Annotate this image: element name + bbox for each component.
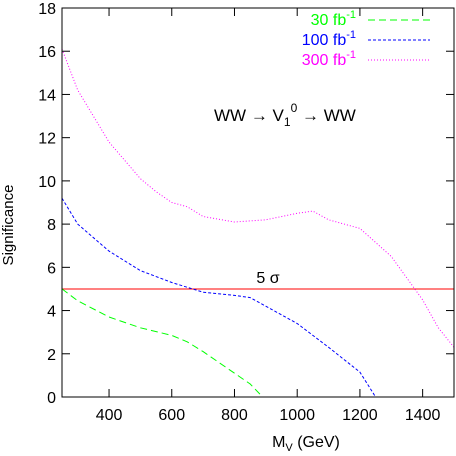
x-axis-label-unit: (GeV): [293, 434, 340, 451]
annotation-post: → WW: [297, 106, 356, 125]
annotation-pre: WW → V: [214, 106, 285, 125]
y-tick-label-7: 14: [38, 87, 56, 104]
y-tick-label-9: 18: [38, 1, 56, 18]
annotation-sup: 0: [291, 101, 298, 115]
y-tick-label-6: 12: [38, 131, 56, 148]
plot-frame: [61, 7, 455, 398]
y-tick-label-2: 4: [47, 304, 56, 321]
x-tick-label-5: 1400: [405, 407, 441, 424]
legend-label-2: 300 fb-1: [302, 49, 356, 69]
y-tick-label-4: 8: [47, 217, 56, 234]
x-tick-label-1: 600: [158, 407, 185, 424]
y-tick-label-0: 0: [47, 390, 56, 407]
x-axis-label-sub: V: [285, 442, 293, 454]
legend-label-1: 100 fb-1: [302, 29, 356, 49]
tick-marks: [62, 7, 454, 398]
series-line-0: [61, 288, 264, 398]
process-annotation: WW → V10 → WW: [214, 101, 356, 129]
x-tick-label-2: 800: [221, 407, 248, 424]
x-axis-label: MV (GeV): [272, 434, 340, 454]
y-tick-label-1: 2: [47, 347, 56, 364]
y-tick-label-3: 6: [47, 260, 56, 277]
x-tick-label-3: 1000: [279, 407, 315, 424]
series-group: [61, 48, 455, 398]
series-line-1: [61, 197, 377, 398]
x-axis-label-main: M: [272, 434, 285, 451]
reference-line-label: 5 σ: [256, 270, 279, 287]
series-line-2: [61, 48, 455, 348]
y-tick-label-5: 10: [38, 174, 56, 191]
x-tick-label-0: 400: [96, 407, 123, 424]
x-tick-label-4: 1200: [342, 407, 378, 424]
legend-label-0: 30 fb-1: [311, 9, 356, 29]
annotation-sub: 1: [284, 115, 291, 129]
y-axis-label: Significance: [0, 185, 17, 266]
y-tick-label-8: 16: [38, 44, 56, 61]
